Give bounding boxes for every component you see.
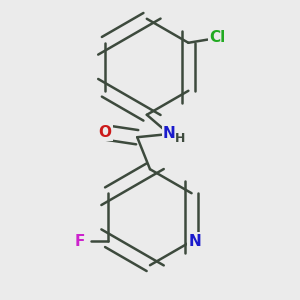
Text: O: O (99, 125, 112, 140)
Text: N: N (163, 127, 175, 142)
Text: N: N (188, 234, 201, 249)
Text: F: F (74, 234, 85, 249)
Text: Cl: Cl (209, 31, 225, 46)
Text: H: H (174, 132, 185, 145)
